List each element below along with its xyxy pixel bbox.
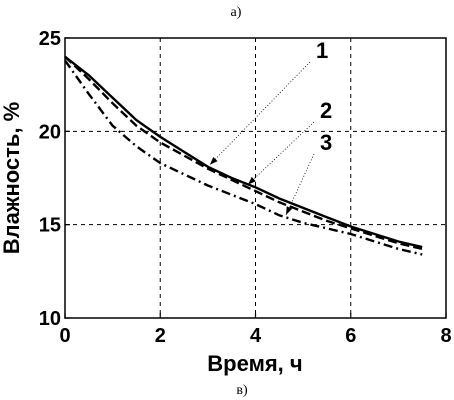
x-tick-label: 6: [345, 325, 356, 347]
annotation-label-2: 2: [320, 98, 332, 123]
caption-bottom: в): [236, 383, 248, 398]
annotation-arrowhead-2: [247, 176, 256, 185]
x-tick-label: 8: [440, 325, 451, 347]
x-tick-label: 2: [155, 325, 166, 347]
x-axis-label: Время, ч: [207, 351, 302, 376]
annotation-arrowhead-1: [209, 156, 218, 165]
annotation-leader-3: [285, 153, 315, 215]
series-line-1: [64, 55, 423, 249]
annotation-leader-1: [209, 61, 311, 166]
annotations: 1 2 3: [209, 38, 332, 215]
x-tick-label: 0: [59, 325, 70, 347]
y-tick-label: 25: [39, 28, 61, 50]
y-tick-label: 10: [39, 308, 61, 330]
y-axis-label: Влажность, %: [0, 102, 24, 254]
annotation-arrowhead-3: [286, 206, 293, 215]
series-line-2: [64, 55, 423, 251]
annotation-leader-2: [247, 121, 315, 185]
x-tick-label: 4: [250, 325, 262, 347]
grid-lines: [65, 38, 446, 318]
series-line-3: [64, 59, 423, 256]
y-tick-label: 15: [39, 215, 61, 237]
caption-top: а): [231, 5, 242, 20]
annotation-label-3: 3: [320, 130, 332, 155]
x-ticks: 0 2 4 6 8: [59, 313, 452, 347]
y-tick-label: 20: [39, 121, 61, 143]
series-group: [64, 55, 423, 256]
y-ticks: 10 15 20 25: [39, 28, 70, 330]
annotation-label-1: 1: [316, 38, 328, 63]
